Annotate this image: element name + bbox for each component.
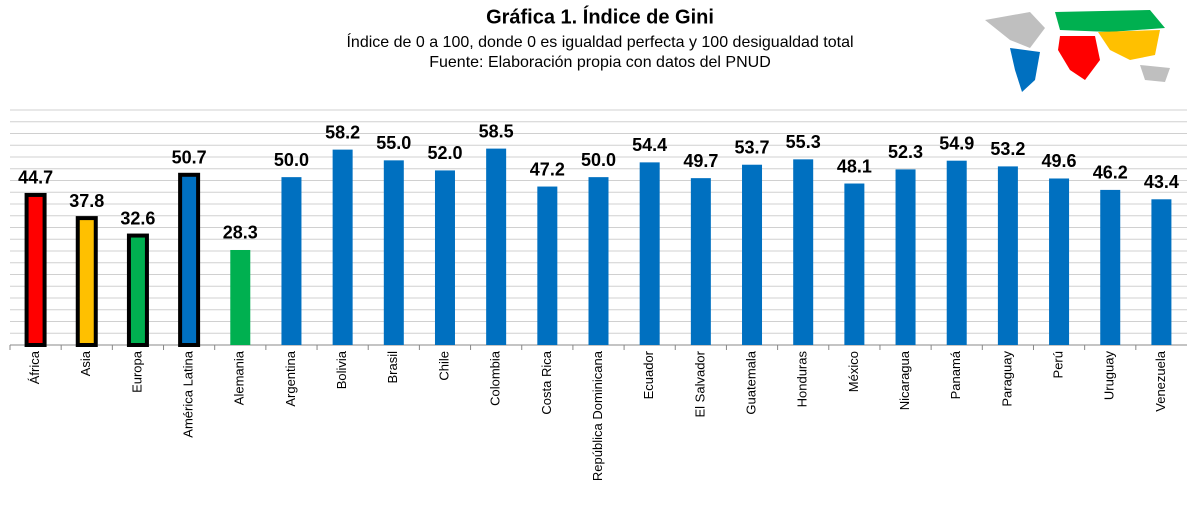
x-tick-label: América Latina	[181, 350, 196, 437]
bar	[1151, 199, 1172, 345]
bar	[588, 177, 609, 345]
x-tick-label: Ecuador	[641, 350, 656, 399]
bar	[793, 159, 814, 345]
world-map-icon	[985, 10, 1170, 92]
value-label: 28.3	[223, 223, 258, 243]
x-tick-label: Panamá	[948, 350, 963, 399]
value-label: 49.6	[1042, 151, 1077, 171]
value-label: 43.4	[1144, 172, 1179, 192]
bar	[997, 166, 1018, 345]
bar	[178, 172, 201, 347]
x-tick-label: Costa Rica	[539, 350, 554, 414]
chart-title: Gráfica 1. Índice de Gini	[486, 5, 714, 28]
x-tick-label: Asia	[78, 350, 93, 376]
x-tick-label: Venezuela	[1153, 350, 1168, 411]
bar	[24, 192, 47, 347]
x-tick-label: Honduras	[795, 351, 810, 408]
x-tick-label: Colombia	[488, 350, 503, 406]
bar	[126, 233, 149, 347]
value-label: 52.3	[888, 142, 923, 162]
value-label: 50.0	[274, 150, 309, 170]
x-tick-label: Uruguay	[1102, 351, 1117, 401]
value-label: 37.8	[69, 191, 104, 211]
bar	[537, 186, 558, 345]
value-label: 58.5	[479, 121, 514, 141]
bar	[895, 169, 916, 345]
value-label: 54.4	[632, 135, 667, 155]
bar	[742, 164, 763, 345]
x-tick-label: Alemania	[232, 350, 247, 405]
bar	[75, 216, 98, 348]
x-tick-label: Bolivia	[334, 350, 349, 389]
value-label: 44.7	[18, 168, 53, 188]
bar	[844, 183, 865, 345]
bar	[281, 177, 302, 345]
value-label: 55.3	[786, 132, 821, 152]
bar	[434, 170, 455, 345]
bar	[486, 148, 507, 345]
x-tick-label: Chile	[436, 351, 451, 381]
bar	[1100, 189, 1121, 345]
x-tick-label: Brasil	[385, 351, 400, 384]
value-label: 46.2	[1093, 163, 1128, 183]
x-tick-label: Nicaragua	[897, 350, 912, 410]
chart-subtitle: Fuente: Elaboración propia con datos del…	[429, 54, 771, 71]
value-label: 50.7	[172, 148, 207, 168]
value-label: 47.2	[530, 159, 565, 179]
value-label: 52.0	[427, 143, 462, 163]
bar	[1049, 178, 1070, 345]
value-label: 48.1	[837, 156, 872, 176]
x-tick-label: El Salvador	[692, 350, 707, 417]
value-label: 53.2	[990, 139, 1025, 159]
x-tick-label: República Dominicana	[590, 350, 605, 481]
x-tick-label: África	[27, 350, 42, 384]
value-label: 49.7	[683, 151, 718, 171]
x-tick-label: Guatemala	[743, 350, 758, 414]
value-label: 54.9	[939, 133, 974, 153]
x-tick-label: México	[846, 351, 861, 392]
x-tick-label: Europa	[129, 350, 144, 393]
value-label: 32.6	[120, 208, 155, 228]
x-tick-label: Paraguay	[999, 351, 1014, 407]
value-label: 55.0	[376, 133, 411, 153]
x-tick-label: Argentina	[283, 350, 298, 406]
chart-subtitle: Índice de 0 a 100, donde 0 es igualdad p…	[346, 32, 853, 51]
bar	[230, 249, 251, 345]
bar	[639, 162, 660, 345]
x-tick-label: Perú	[1051, 351, 1066, 378]
bar	[383, 160, 404, 345]
bar	[690, 178, 711, 345]
bar	[332, 149, 353, 345]
value-label: 58.2	[325, 122, 360, 142]
value-label: 53.7	[734, 137, 769, 157]
value-label: 50.0	[581, 150, 616, 170]
bar	[946, 160, 967, 345]
